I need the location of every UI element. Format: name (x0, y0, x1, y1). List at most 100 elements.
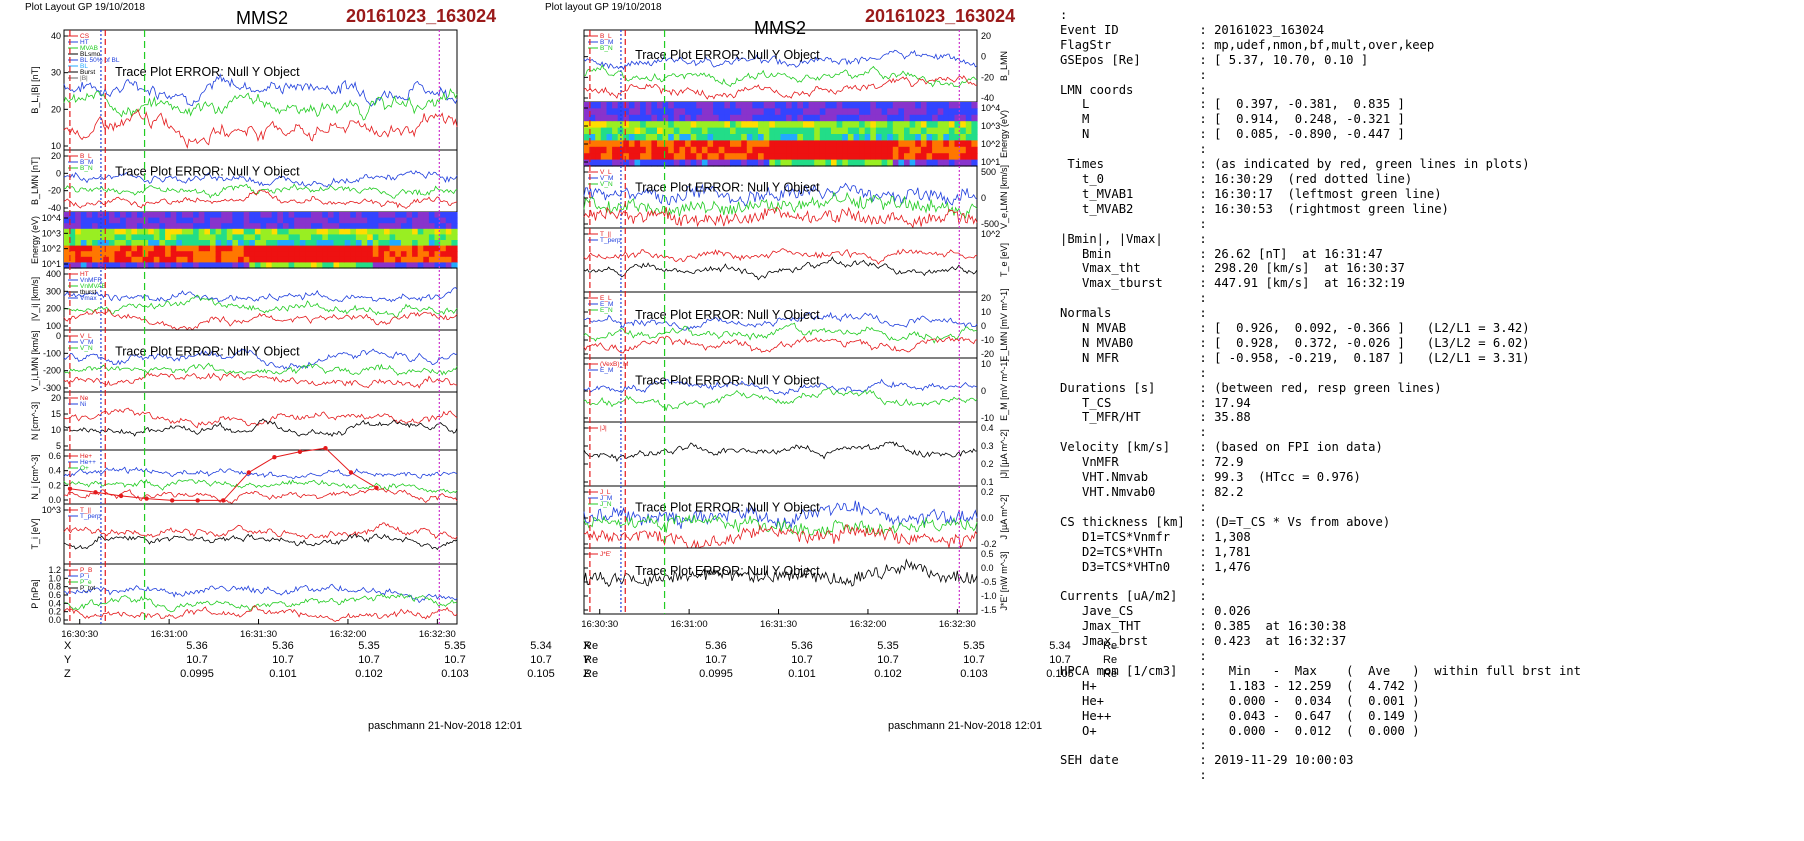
spectrogram-cell (86, 228, 93, 235)
spectrogram-cell (707, 127, 714, 135)
spectrogram-cell (797, 114, 804, 122)
spectrogram-cell (606, 127, 613, 135)
legend-label: Burst (80, 69, 95, 76)
spectrogram-cell (299, 223, 306, 230)
spectrogram-cell (606, 102, 613, 109)
spectrogram-cell (294, 256, 301, 263)
spectrogram-cell (617, 134, 624, 141)
spectrogram-cell (271, 251, 278, 258)
spectrogram-cell (210, 217, 217, 224)
spectrogram-cell (417, 217, 424, 224)
spectrogram-cell (148, 223, 155, 230)
series-line (63, 189, 458, 210)
spectrogram-cell (434, 228, 441, 235)
spectrogram-cell (685, 146, 692, 154)
spectrogram-cell (210, 240, 217, 247)
spectrogram-cell (221, 240, 228, 247)
spectrogram-cell (384, 217, 391, 224)
spectrogram-cell (842, 140, 849, 148)
spectrogram-cell (159, 234, 166, 241)
spectrogram-cell (842, 121, 849, 129)
spectrogram-cell (92, 245, 99, 252)
spectrogram-cell (69, 240, 76, 247)
y-axis-label: E_LMN [mV m^-1] (999, 288, 1009, 361)
spectrogram-cell (657, 134, 664, 141)
spectrogram-cell (92, 256, 99, 263)
spectrogram-cell (125, 245, 132, 252)
spectrogram-cell (232, 212, 239, 219)
spectrogram-cell (724, 102, 731, 109)
y-tick-label: -300 (43, 383, 61, 393)
y-tick-label: -0.2 (981, 539, 997, 549)
y-tick-label: -0.5 (981, 577, 997, 587)
spectrogram-cell (193, 217, 200, 224)
spectrogram-cell (243, 234, 250, 241)
spectrogram-cell (730, 159, 737, 167)
spectrogram-cell (640, 108, 647, 116)
spectrogram-cell (64, 217, 71, 224)
spectrogram-cell (909, 140, 916, 148)
spectrogram-cell (210, 251, 217, 258)
position-cell: 0.0995 (180, 668, 214, 680)
panel-frame (63, 29, 458, 151)
spectrogram-cell (142, 251, 149, 258)
spectrogram-cell (595, 140, 602, 148)
spectrogram-cell (378, 245, 385, 252)
series-line (583, 75, 978, 100)
spectrogram-cell (584, 121, 591, 129)
spectrogram-cell (713, 140, 720, 148)
spectrogram-cell (142, 212, 149, 219)
spectrogram-cell (819, 108, 826, 116)
spectrogram-cell (367, 212, 374, 219)
spectrogram-cell (238, 245, 245, 252)
spectrogram-cell (260, 217, 267, 224)
spectrogram-cell (960, 159, 967, 167)
spectrogram-cell (92, 251, 99, 258)
spectrogram-cell (131, 223, 138, 230)
spectrogram-cell (780, 134, 787, 141)
spectrogram-cell (294, 262, 301, 269)
spectrogram-cell (634, 121, 641, 129)
spectrogram-cell (198, 228, 205, 235)
spectrogram-cell (238, 251, 245, 258)
spectrogram-cell (853, 102, 860, 109)
spectrogram-cell (451, 217, 458, 224)
spectrogram-cell (389, 240, 396, 247)
spectrogram-cell (283, 240, 290, 247)
spectrogram-cell (668, 134, 675, 141)
spectrogram-cell (892, 153, 899, 161)
spectrogram-cell (316, 228, 323, 235)
spectrogram-cell (198, 234, 205, 241)
spectrogram-cell (153, 228, 160, 235)
spectrogram-cell (612, 146, 619, 154)
spectrogram-cell (344, 262, 351, 269)
spectrogram-cell (204, 234, 211, 241)
spectrogram-cell (412, 251, 419, 258)
spectrogram-cell (249, 228, 256, 235)
spectrogram-cell (406, 251, 413, 258)
spectrogram-cell (696, 134, 703, 141)
spectrogram-cell (640, 153, 647, 161)
spectrogram-cell (651, 121, 658, 129)
spectrogram-cell (266, 251, 273, 258)
spectrogram-cell (713, 146, 720, 154)
spectrogram-cell (847, 146, 855, 154)
spectrogram-cell (797, 108, 804, 116)
spectrogram-cell (120, 262, 127, 269)
spectrogram-cell (892, 108, 899, 116)
spectrogram-cell (645, 146, 652, 154)
spectrogram-cell (617, 153, 624, 161)
spectrogram-cell (445, 262, 452, 269)
y-tick-label: 0.2 (48, 480, 61, 490)
spectrogram-cell (864, 102, 871, 109)
spectrogram-cell (367, 217, 374, 224)
y-tick-label: -20 (48, 186, 61, 196)
spectrogram-cell (701, 134, 709, 141)
spectrogram-cell (965, 153, 972, 161)
spectrogram-cell (176, 245, 183, 252)
spectrogram-cell (831, 121, 838, 129)
spectrogram-cell (372, 262, 379, 269)
spectrogram-cell (165, 245, 172, 252)
legend-label: T_|| (80, 507, 91, 514)
